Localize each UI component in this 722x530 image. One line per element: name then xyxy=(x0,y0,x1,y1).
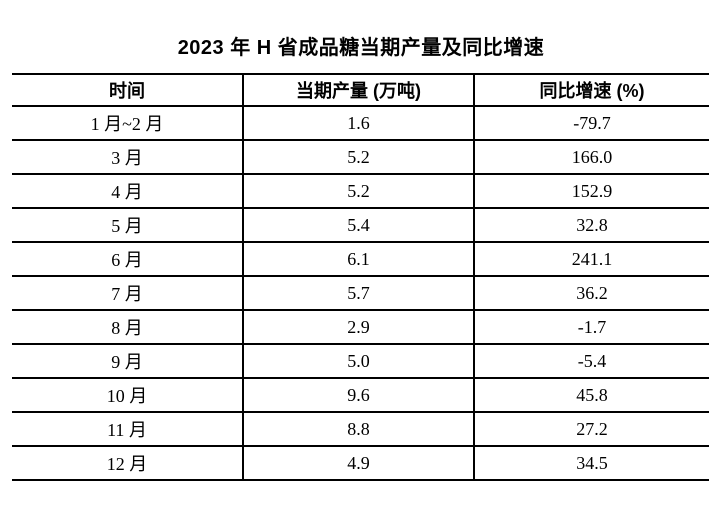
header-row: 时间 当期产量 (万吨) 同比增速 (%) xyxy=(12,74,709,106)
table-row: 10 月 9.6 45.8 xyxy=(12,378,709,412)
time-cell: 11 月 xyxy=(107,420,147,440)
growth-cell: 36.2 xyxy=(576,282,608,303)
table-row: 11 月 8.8 27.2 xyxy=(12,412,709,446)
sugar-production-table: 时间 当期产量 (万吨) 同比增速 (%) 1 月~2 月 1.6 -79.7 … xyxy=(12,73,709,481)
output-cell: 4.9 xyxy=(242,446,475,480)
growth-cell: 152.9 xyxy=(571,180,613,201)
growth-cell: 27.2 xyxy=(576,418,608,439)
growth-cell: -79.7 xyxy=(573,112,611,133)
table-row: 8 月 2.9 -1.7 xyxy=(12,310,709,344)
time-cell: 3 月 xyxy=(111,148,143,168)
output-cell: 5.7 xyxy=(242,276,475,310)
output-cell: 5.2 xyxy=(242,174,475,208)
output-cell: 9.6 xyxy=(242,378,475,412)
table-row: 9 月 5.0 -5.4 xyxy=(12,344,709,378)
header-output: 当期产量 (万吨) xyxy=(242,74,475,106)
time-cell: 1 月~2 月 xyxy=(90,114,164,134)
growth-cell: 34.5 xyxy=(576,452,608,473)
table-row: 7 月 5.7 36.2 xyxy=(12,276,709,310)
header-time: 时间 xyxy=(109,81,145,101)
table-row: 4 月 5.2 152.9 xyxy=(12,174,709,208)
output-cell: 2.9 xyxy=(242,310,475,344)
output-cell: 5.2 xyxy=(242,140,475,174)
time-cell: 4 月 xyxy=(111,182,143,202)
output-cell: 5.0 xyxy=(242,344,475,378)
growth-cell: -5.4 xyxy=(577,350,607,371)
header-growth: 同比增速 (%) xyxy=(539,81,645,101)
growth-cell: 166.0 xyxy=(571,146,613,167)
time-cell: 5 月 xyxy=(111,216,143,236)
time-cell: 9 月 xyxy=(111,352,143,372)
output-cell: 1.6 xyxy=(242,106,475,140)
table-row: 5 月 5.4 32.8 xyxy=(12,208,709,242)
page-title: 2023 年 H 省成品糖当期产量及同比增速 xyxy=(177,37,545,59)
growth-cell: 241.1 xyxy=(571,248,613,269)
growth-cell: 45.8 xyxy=(576,384,608,405)
table-row: 12 月 4.9 34.5 xyxy=(12,446,709,480)
growth-cell: -1.7 xyxy=(577,316,607,337)
growth-cell: 32.8 xyxy=(576,214,608,235)
output-cell: 6.1 xyxy=(242,242,475,276)
table-row: 3 月 5.2 166.0 xyxy=(12,140,709,174)
time-cell: 8 月 xyxy=(111,318,143,338)
time-cell: 12 月 xyxy=(106,454,148,474)
time-cell: 7 月 xyxy=(111,284,143,304)
output-cell: 8.8 xyxy=(242,412,475,446)
time-cell: 10 月 xyxy=(106,386,148,406)
table-row: 1 月~2 月 1.6 -79.7 xyxy=(12,106,709,140)
table-row: 6 月 6.1 241.1 xyxy=(12,242,709,276)
output-cell: 5.4 xyxy=(242,208,475,242)
time-cell: 6 月 xyxy=(111,250,143,270)
